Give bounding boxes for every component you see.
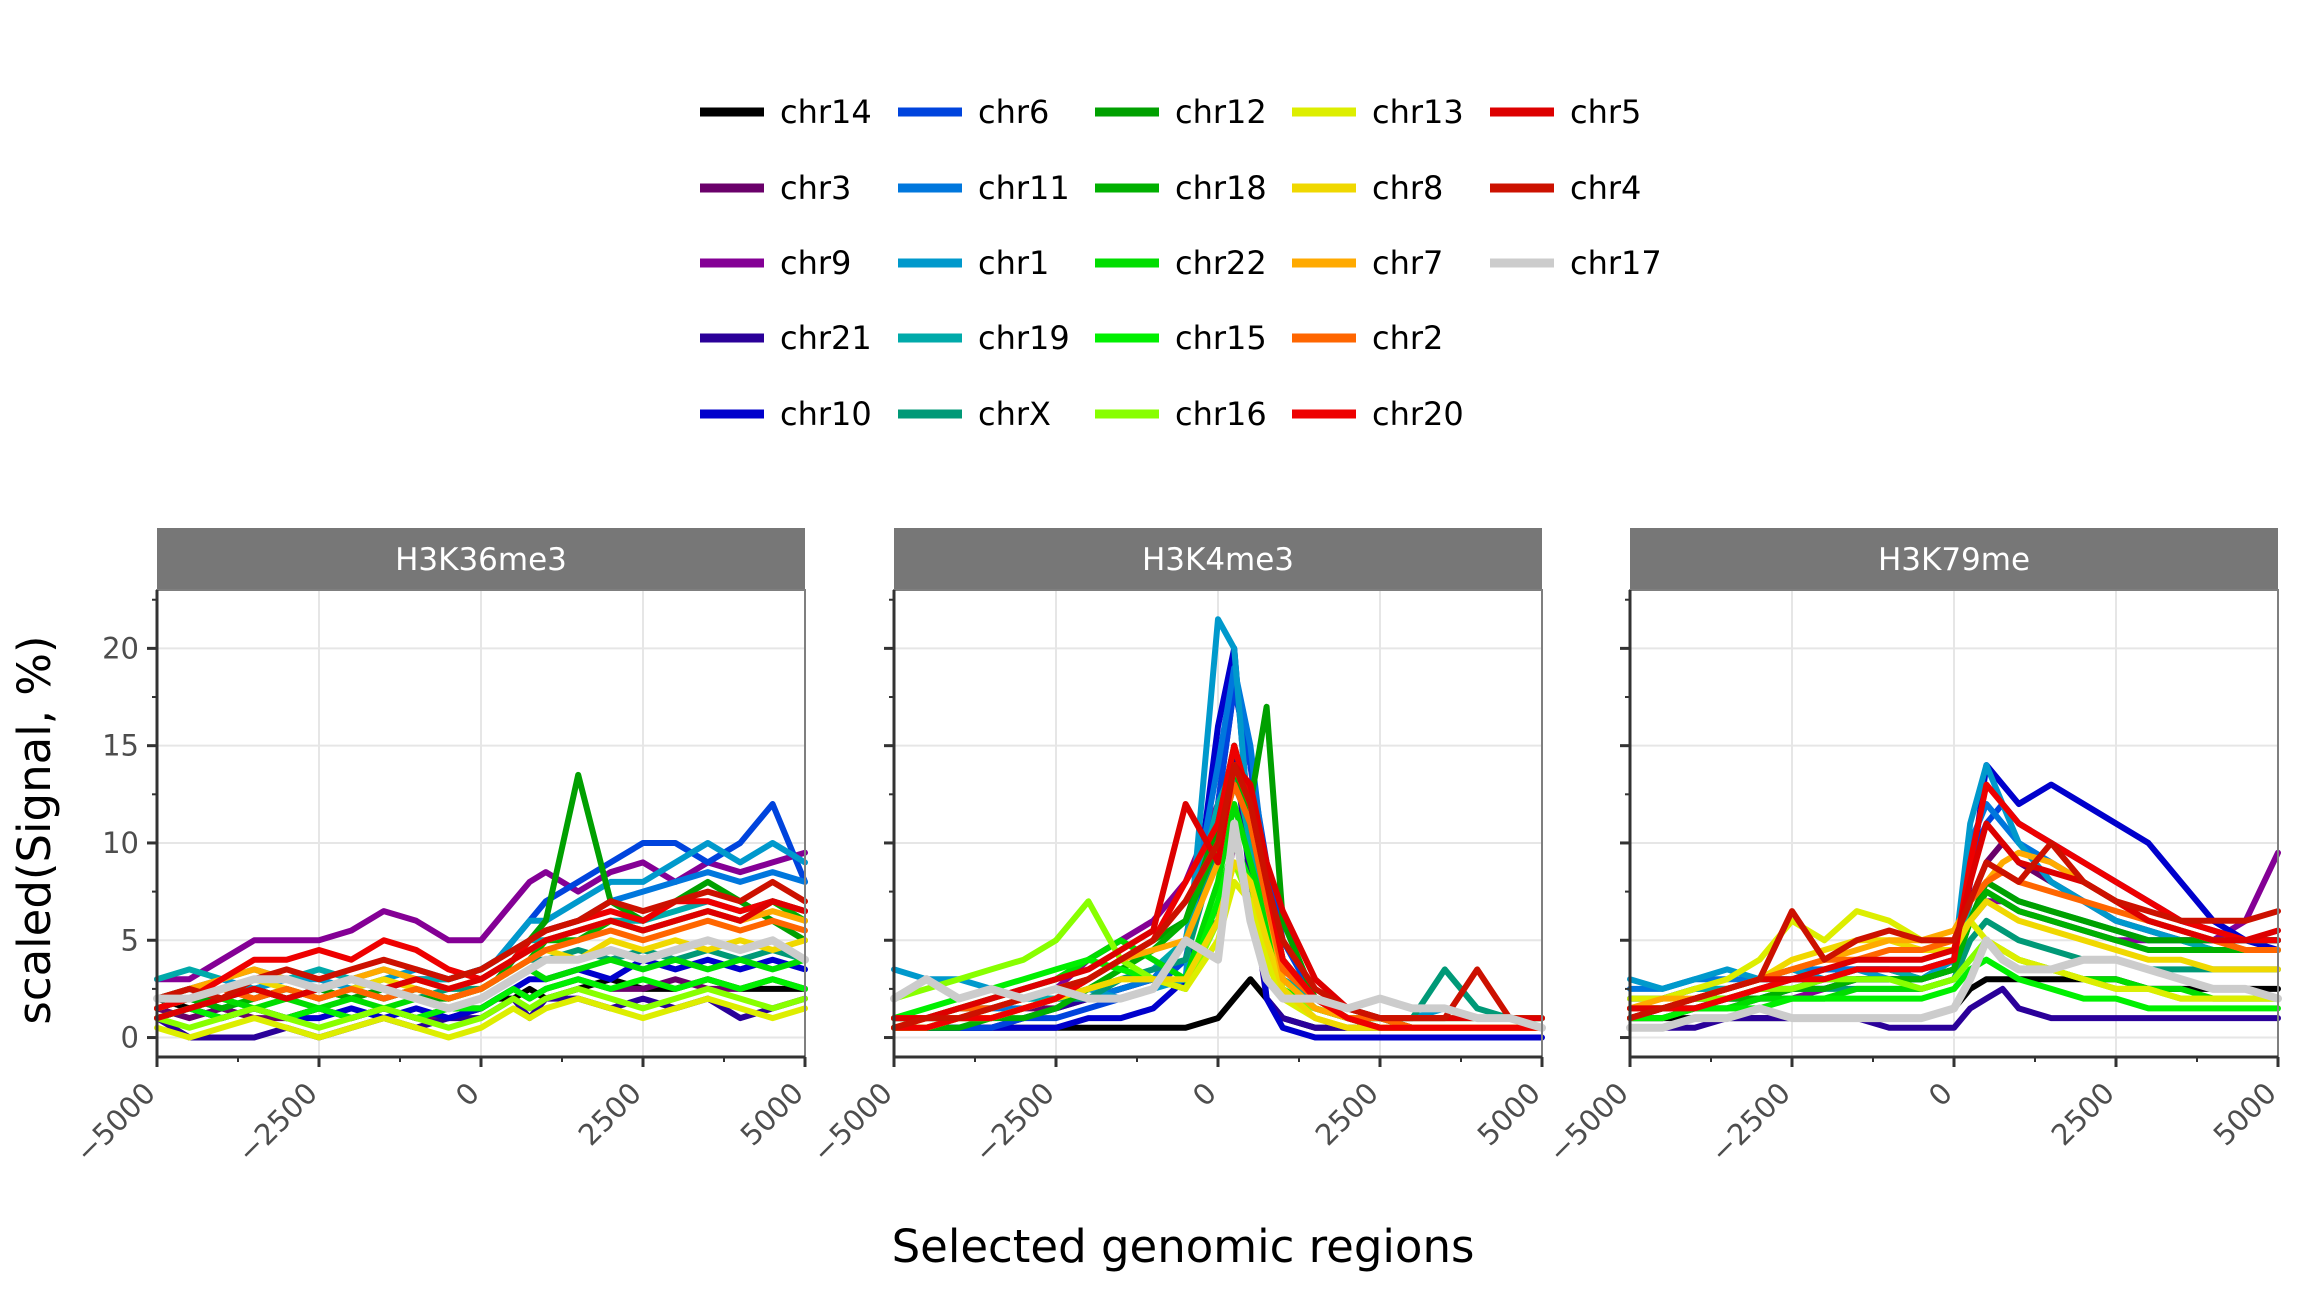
legend-item-chr13: chr13 xyxy=(1292,93,1464,131)
series-line-chr17 xyxy=(153,936,809,1013)
series-line-chr4 xyxy=(891,762,1545,1031)
facet-strip-label: H3K36me3 xyxy=(395,542,567,578)
legend-item-chr18: chr18 xyxy=(1095,169,1267,207)
legend-label: chr14 xyxy=(780,93,872,131)
legend: chr14 chr3 chr9 chr21 chr10 chr6 chr11 chr1 chr1… xyxy=(700,93,1662,433)
legend-label: chr11 xyxy=(978,169,1070,207)
legend-label: chr6 xyxy=(978,93,1049,131)
facet-strip xyxy=(894,528,1542,590)
legend-label: chr15 xyxy=(1175,319,1267,357)
legend-item-chr8: chr8 xyxy=(1292,169,1443,207)
series-line-chr1 xyxy=(1627,762,2281,992)
legend-item-chr9: chr9 xyxy=(700,244,851,282)
legend-item-chr19: chr19 xyxy=(898,319,1070,357)
legend-label: chr18 xyxy=(1175,169,1267,207)
facet-strip-label: H3K4me3 xyxy=(1142,542,1294,578)
legend-item-chr12: chr12 xyxy=(1095,93,1267,131)
legend-item-chr6: chr6 xyxy=(898,93,1049,131)
series-line-chr20 xyxy=(891,742,1545,1031)
legend-item-chr3: chr3 xyxy=(700,169,851,207)
facet-strip xyxy=(1630,528,2278,590)
legend-label: chrX xyxy=(978,395,1051,433)
y-tick-label: 0 xyxy=(121,1021,139,1055)
legend-label: chr13 xyxy=(1372,93,1464,131)
series-line-chr13 xyxy=(154,995,808,1041)
legend-item-chr15: chr15 xyxy=(1095,319,1267,357)
y-tick-label: 5 xyxy=(121,923,139,957)
series-line-chr17 xyxy=(1626,936,2282,1032)
series-line-chr17 xyxy=(890,819,1546,1032)
series-line-chr21 xyxy=(1627,985,2281,1031)
y-tick-label: 20 xyxy=(102,631,139,665)
legend-item-chrx: chrX xyxy=(898,395,1051,433)
legend-label: chr21 xyxy=(780,319,872,357)
legend-label: chr1 xyxy=(978,244,1049,282)
facet-strip xyxy=(157,528,805,590)
y-axis-title: scaled(Signal, %) xyxy=(8,635,61,1024)
legend-label: chr16 xyxy=(1175,395,1267,433)
legend-item-chr11: chr11 xyxy=(898,169,1070,207)
legend-label: chr17 xyxy=(1570,244,1662,282)
legend-label: chr7 xyxy=(1372,244,1443,282)
legend-item-chr17: chr17 xyxy=(1490,244,1662,282)
panel-h3k79me: H3K79me−5000 −2500 0 2500 5000 xyxy=(1542,528,2283,1169)
legend-label: chr5 xyxy=(1570,93,1641,131)
legend-item-chr4: chr4 xyxy=(1490,169,1641,207)
series-lines xyxy=(153,771,809,1041)
legend-label: chr20 xyxy=(1372,395,1464,433)
series-line-chr20 xyxy=(1627,781,2281,1022)
facet-panels: H3K36me3−5000 −2500 0 2500 500005101520H3K4m… xyxy=(69,528,2283,1169)
legend-label: chr22 xyxy=(1175,244,1267,282)
legend-item-chr2: chr2 xyxy=(1292,319,1443,357)
legend-label: chr9 xyxy=(780,244,851,282)
series-line-chr9 xyxy=(154,849,808,983)
series-line-chr5 xyxy=(154,898,808,1022)
x-axis-title: Selected genomic regions xyxy=(892,1220,1475,1273)
legend-item-chr21: chr21 xyxy=(700,319,872,357)
legend-label: chr12 xyxy=(1175,93,1267,131)
legend-item-chr7: chr7 xyxy=(1292,244,1443,282)
legend-item-chr16: chr16 xyxy=(1095,395,1267,433)
legend-label: chr4 xyxy=(1570,169,1641,207)
facet-strip-label: H3K79me xyxy=(1878,542,2030,578)
legend-label: chr8 xyxy=(1372,169,1443,207)
series-lines xyxy=(890,616,1546,1041)
y-tick-label: 10 xyxy=(102,826,139,860)
legend-item-chr20: chr20 xyxy=(1292,395,1464,433)
series-line-chr16 xyxy=(154,985,808,1031)
series-line-chr4 xyxy=(1627,840,2281,1022)
series-line-chr2 xyxy=(154,917,808,1012)
series-lines xyxy=(1626,762,2282,1032)
y-tick-label: 15 xyxy=(102,729,139,763)
legend-item-chr22: chr22 xyxy=(1095,244,1267,282)
legend-item-chr14: chr14 xyxy=(700,93,872,131)
series-line-chr4 xyxy=(154,878,808,1002)
legend-label: chr19 xyxy=(978,319,1070,357)
legend-item-chr1: chr1 xyxy=(898,244,1049,282)
legend-item-chr10: chr10 xyxy=(700,395,872,433)
legend-label: chr10 xyxy=(780,395,872,433)
legend-label: chr3 xyxy=(780,169,851,207)
legend-item-chr5: chr5 xyxy=(1490,93,1641,131)
legend-label: chr2 xyxy=(1372,319,1443,357)
